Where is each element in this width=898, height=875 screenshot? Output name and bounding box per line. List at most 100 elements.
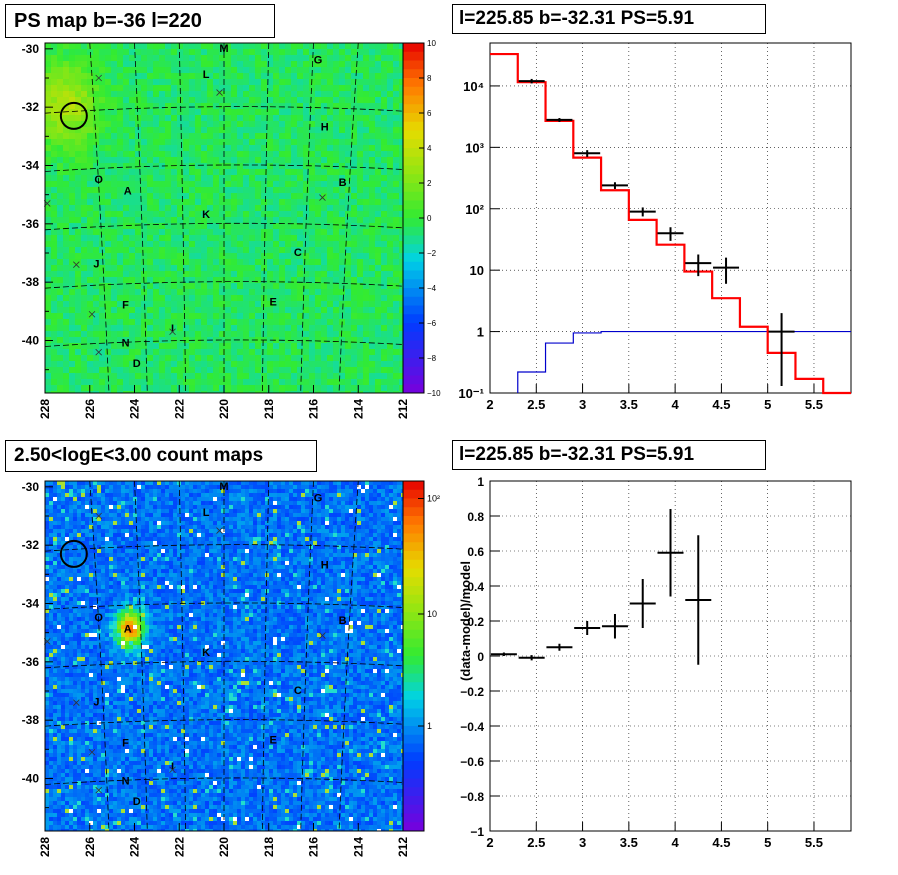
ps-map-cell (87, 343, 93, 349)
ps-map-cell (387, 121, 393, 127)
ps-map-cell (231, 79, 237, 85)
count-map-cell (49, 489, 53, 493)
count-map-cell (281, 525, 285, 529)
ps-map-cell (135, 97, 141, 103)
ps-map-cell (249, 175, 255, 181)
ps-map-cell (339, 121, 345, 127)
ps-map-cell (321, 325, 327, 331)
ps-map-cell (333, 139, 339, 145)
ps-map-cell (381, 337, 387, 343)
count-map-cell (237, 513, 241, 517)
ps-map-cell (267, 319, 273, 325)
ps-map-cell (45, 145, 51, 151)
ps-map-cell (105, 181, 111, 187)
count-map-cell (153, 485, 157, 489)
ps-map-cell (57, 151, 63, 157)
ps-map-cell (333, 103, 339, 109)
ps-map-cell (63, 181, 69, 187)
count-map-cell (329, 521, 333, 525)
ps-map-cell (231, 193, 237, 199)
ps-map-cell (303, 187, 309, 193)
ps-map-cell (279, 55, 285, 61)
count-map-cell (261, 509, 265, 513)
ps-map-cell (309, 133, 315, 139)
ps-map-cell (219, 265, 225, 271)
ps-map-cell (369, 163, 375, 169)
ps-map-cell (339, 91, 345, 97)
ps-map-cell (321, 91, 327, 97)
ps-map-cell (357, 283, 363, 289)
ps-map-cell (81, 295, 87, 301)
ps-map-cell (399, 325, 403, 331)
count-map-cell (153, 501, 157, 505)
ps-map-cell (381, 253, 387, 259)
ps-map-cell (189, 91, 195, 97)
ps-map-cell (45, 391, 51, 393)
ps-map-cell (63, 55, 69, 61)
ps-map-cell (123, 193, 129, 199)
count-map-cell (253, 517, 257, 521)
ps-map-cell (327, 307, 333, 313)
ps-map-cell (219, 253, 225, 259)
ps-map-cell (105, 187, 111, 193)
count-map-cell (357, 513, 361, 517)
count-map-cell (113, 529, 117, 533)
ps-map-cell (237, 343, 243, 349)
ps-map-cell (147, 361, 153, 367)
count-map-cell (345, 525, 349, 529)
ps-map-cell (279, 73, 285, 79)
ps-map-cell (387, 259, 393, 265)
ps-map-cell (93, 205, 99, 211)
ps-map-cell (201, 361, 207, 367)
ps-map-cell (375, 157, 381, 163)
ps-map-cell (363, 157, 369, 163)
ps-map-cell (117, 67, 123, 73)
ps-map-cell (381, 301, 387, 307)
count-map-cell (269, 521, 273, 525)
ps-map-cell (315, 73, 321, 79)
ps-map-cell (369, 145, 375, 151)
ps-map-cell (123, 49, 129, 55)
ps-map-cell (159, 349, 165, 355)
ps-map-cell (123, 175, 129, 181)
ps-map-cell (249, 241, 255, 247)
count-map-cell (317, 517, 321, 521)
count-map-cell (109, 533, 113, 537)
ps-map-cell (183, 325, 189, 331)
count-map-cell (117, 489, 121, 493)
ps-map-cell (297, 199, 303, 205)
ps-map-cell (195, 103, 201, 109)
count-map-cell (193, 497, 197, 501)
count-map-cell (357, 509, 361, 513)
ps-map-cell (201, 199, 207, 205)
ps-map-cell (267, 205, 273, 211)
count-map-cell (329, 485, 333, 489)
ps-map-cell (231, 277, 237, 283)
ps-map-cell (291, 241, 297, 247)
count-map-cell (337, 489, 341, 493)
ps-map-cell (393, 229, 399, 235)
ps-map-cell (273, 343, 279, 349)
ps-map-cell (393, 367, 399, 373)
count-map-cell (65, 517, 69, 521)
ps-map-cell (201, 139, 207, 145)
ps-map-cell (45, 199, 51, 205)
ps-map-cell (243, 247, 249, 253)
ps-map-cell (69, 151, 75, 157)
ps-map-cell (291, 139, 297, 145)
ps-map-cell (183, 271, 189, 277)
count-map-cell (225, 517, 229, 521)
ps-map-cell (123, 277, 129, 283)
ps-map-cell (153, 55, 159, 61)
ps-map-cell (69, 91, 75, 97)
ps-map-cell (57, 319, 63, 325)
ps-map-cell (189, 61, 195, 67)
ps-map-cell (249, 253, 255, 259)
ps-map-cell (177, 283, 183, 289)
count-map-cell (109, 513, 113, 517)
ps-map-cell (129, 265, 135, 271)
ps-map-cell (345, 145, 351, 151)
ps-map-cell (105, 229, 111, 235)
ps-map-cell (273, 79, 279, 85)
ps-map-cell (93, 349, 99, 355)
